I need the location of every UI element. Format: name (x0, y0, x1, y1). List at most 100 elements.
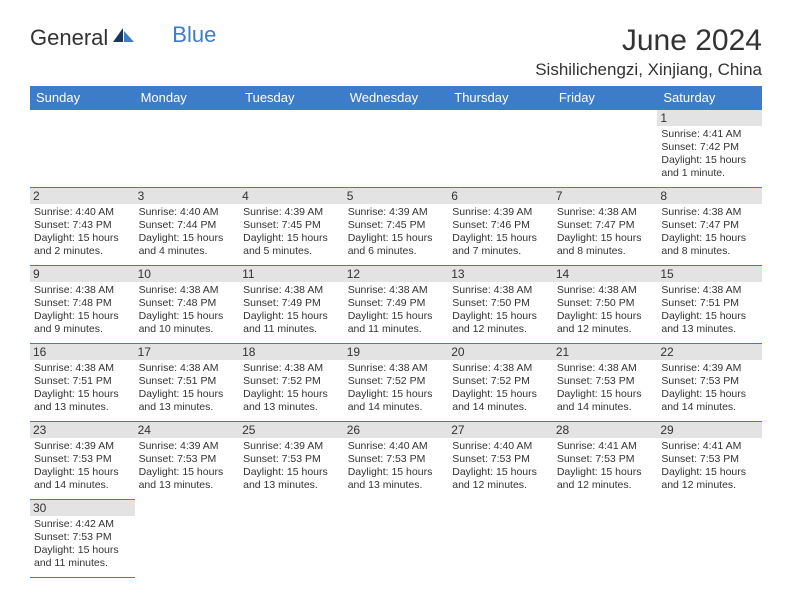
day-number: 20 (448, 344, 553, 360)
calendar-cell: 19Sunrise: 4:38 AMSunset: 7:52 PMDayligh… (344, 344, 449, 422)
day-info: Sunrise: 4:38 AMSunset: 7:52 PMDaylight:… (243, 362, 340, 415)
day-info: Sunrise: 4:38 AMSunset: 7:47 PMDaylight:… (661, 206, 758, 259)
day-header: Monday (135, 86, 240, 110)
title-block: June 2024 Sishilichengzi, Xinjiang, Chin… (535, 24, 762, 80)
day-info: Sunrise: 4:38 AMSunset: 7:47 PMDaylight:… (557, 206, 654, 259)
calendar-cell: 24 Sunrise: 4:39 AMSunset: 7:53 PMDayligh… (135, 422, 240, 500)
day-info: Sunrise: 4:42 AMSunset: 7:53 PMDaylight:… (34, 518, 131, 571)
day-number: 15 (657, 266, 762, 282)
day-info: Sunrise: 4:38 AMSunset: 7:51 PMDaylight:… (661, 284, 758, 337)
day-info: Sunrise: 4:38 AMSunset: 7:48 PMDaylight:… (139, 284, 236, 337)
calendar-cell-blank (657, 500, 762, 578)
day-number: 14 (553, 266, 658, 282)
day-number: 2 (30, 188, 135, 204)
day-number: 12 (344, 266, 449, 282)
logo: General Blue (30, 24, 216, 52)
calendar-cell-blank (30, 110, 135, 188)
calendar-cell: 23 Sunrise: 4:39 AMSunset: 7:53 PMDayligh… (30, 422, 135, 500)
day-info: Sunrise: 4:40 AMSunset: 7:44 PMDaylight:… (139, 206, 236, 259)
day-header: Thursday (448, 86, 553, 110)
calendar-cell-blank (344, 500, 449, 578)
day-info: Sunrise: 4:40 AMSunset: 7:53 PMDaylight:… (452, 440, 549, 493)
day-info: Sunrise: 4:38 AMSunset: 7:50 PMDaylight:… (452, 284, 549, 337)
calendar-cell: 22 Sunrise: 4:39 AMSunset: 7:53 PMDayligh… (657, 344, 762, 422)
day-info: Sunrise: 4:41 AMSunset: 7:53 PMDaylight:… (661, 440, 758, 493)
calendar-cell: 21Sunrise: 4:38 AMSunset: 7:53 PMDayligh… (553, 344, 658, 422)
day-number: 25 (239, 422, 344, 438)
day-number: 28 (553, 422, 658, 438)
calendar-cell-blank (448, 500, 553, 578)
day-number: 24 (135, 422, 240, 438)
day-number: 16 (30, 344, 135, 360)
day-info: Sunrise: 4:38 AMSunset: 7:48 PMDaylight:… (34, 284, 131, 337)
logo-text-blue: Blue (172, 22, 216, 48)
day-number: 5 (344, 188, 449, 204)
day-number: 7 (553, 188, 658, 204)
day-info: Sunrise: 4:38 AMSunset: 7:49 PMDaylight:… (348, 284, 445, 337)
calendar-cell: 17 Sunrise: 4:38 AMSunset: 7:51 PMDayligh… (135, 344, 240, 422)
day-number: 10 (135, 266, 240, 282)
day-number: 23 (30, 422, 135, 438)
calendar-cell-blank (239, 500, 344, 578)
calendar-cell: 30Sunrise: 4:42 AMSunset: 7:53 PMDayligh… (30, 500, 135, 578)
day-header: Saturday (657, 86, 762, 110)
month-title: June 2024 (535, 24, 762, 58)
day-number: 8 (657, 188, 762, 204)
calendar-header-row: SundayMondayTuesdayWednesdayThursdayFrid… (30, 86, 762, 110)
calendar-body: 1Sunrise: 4:41 AMSunset: 7:42 PMDaylight… (30, 110, 762, 578)
day-number: 6 (448, 188, 553, 204)
calendar-cell: 18 Sunrise: 4:38 AMSunset: 7:52 PMDayligh… (239, 344, 344, 422)
calendar-row: 23Sunrise: 4:39 AMSunset: 7:53 PMDayligh… (30, 422, 762, 500)
day-info: Sunrise: 4:38 AMSunset: 7:51 PMDaylight:… (139, 362, 236, 415)
day-number: 13 (448, 266, 553, 282)
calendar-row: 2 Sunrise: 4:40 AMSunset: 7:43 PMDaylight… (30, 188, 762, 266)
calendar-cell: 3Sunrise: 4:40 AMSunset: 7:44 PMDaylight… (135, 188, 240, 266)
calendar-cell-blank (239, 110, 344, 188)
day-number: 27 (448, 422, 553, 438)
calendar-cell: 9 Sunrise: 4:38 AMSunset: 7:48 PMDaylight… (30, 266, 135, 344)
day-number: 9 (30, 266, 135, 282)
day-info: Sunrise: 4:39 AMSunset: 7:53 PMDaylight:… (34, 440, 131, 493)
day-info: Sunrise: 4:39 AMSunset: 7:53 PMDaylight:… (139, 440, 236, 493)
day-info: Sunrise: 4:39 AMSunset: 7:45 PMDaylight:… (243, 206, 340, 259)
calendar-cell: 6 Sunrise: 4:39 AMSunset: 7:46 PMDaylight… (448, 188, 553, 266)
calendar-row: 9Sunrise: 4:38 AMSunset: 7:48 PMDaylight… (30, 266, 762, 344)
logo-text-general: General (30, 25, 108, 51)
day-info: Sunrise: 4:38 AMSunset: 7:52 PMDaylight:… (452, 362, 549, 415)
day-header: Friday (553, 86, 658, 110)
calendar-cell: 15 Sunrise: 4:38 AMSunset: 7:51 PMDayligh… (657, 266, 762, 344)
day-number: 22 (657, 344, 762, 360)
day-number: 1 (657, 110, 762, 126)
day-info: Sunrise: 4:38 AMSunset: 7:49 PMDaylight:… (243, 284, 340, 337)
calendar-cell-blank (135, 500, 240, 578)
calendar-cell: 26Sunrise: 4:40 AMSunset: 7:53 PMDayligh… (344, 422, 449, 500)
day-info: Sunrise: 4:41 AMSunset: 7:53 PMDaylight:… (557, 440, 654, 493)
day-number: 26 (344, 422, 449, 438)
calendar-cell: 10 Sunrise: 4:38 AMSunset: 7:48 PMDayligh… (135, 266, 240, 344)
day-header: Tuesday (239, 86, 344, 110)
calendar-cell: 29Sunrise: 4:41 AMSunset: 7:53 PMDayligh… (657, 422, 762, 500)
day-number: 17 (135, 344, 240, 360)
calendar-cell: 7 Sunrise: 4:38 AMSunset: 7:47 PMDaylight… (553, 188, 658, 266)
calendar-cell-blank (344, 110, 449, 188)
location: Sishilichengzi, Xinjiang, China (535, 60, 762, 80)
header: General Blue June 2024 Sishilichengzi, X… (30, 24, 762, 80)
day-info: Sunrise: 4:39 AMSunset: 7:46 PMDaylight:… (452, 206, 549, 259)
calendar-cell: 20 Sunrise: 4:38 AMSunset: 7:52 PMDayligh… (448, 344, 553, 422)
calendar-cell: 5Sunrise: 4:39 AMSunset: 7:45 PMDaylight… (344, 188, 449, 266)
calendar-cell: 27 Sunrise: 4:40 AMSunset: 7:53 PMDayligh… (448, 422, 553, 500)
calendar-row: 1Sunrise: 4:41 AMSunset: 7:42 PMDaylight… (30, 110, 762, 188)
calendar-cell: 12 Sunrise: 4:38 AMSunset: 7:49 PMDayligh… (344, 266, 449, 344)
calendar-cell-blank (553, 110, 658, 188)
calendar-cell: 8 Sunrise: 4:38 AMSunset: 7:47 PMDaylight… (657, 188, 762, 266)
day-info: Sunrise: 4:38 AMSunset: 7:51 PMDaylight:… (34, 362, 131, 415)
day-info: Sunrise: 4:39 AMSunset: 7:53 PMDaylight:… (661, 362, 758, 415)
day-info: Sunrise: 4:40 AMSunset: 7:43 PMDaylight:… (34, 206, 131, 259)
day-info: Sunrise: 4:38 AMSunset: 7:53 PMDaylight:… (557, 362, 654, 415)
day-number: 11 (239, 266, 344, 282)
day-number: 18 (239, 344, 344, 360)
calendar-cell-blank (135, 110, 240, 188)
calendar-cell-blank (448, 110, 553, 188)
day-header: Wednesday (344, 86, 449, 110)
calendar-cell: 25Sunrise: 4:39 AMSunset: 7:53 PMDayligh… (239, 422, 344, 500)
